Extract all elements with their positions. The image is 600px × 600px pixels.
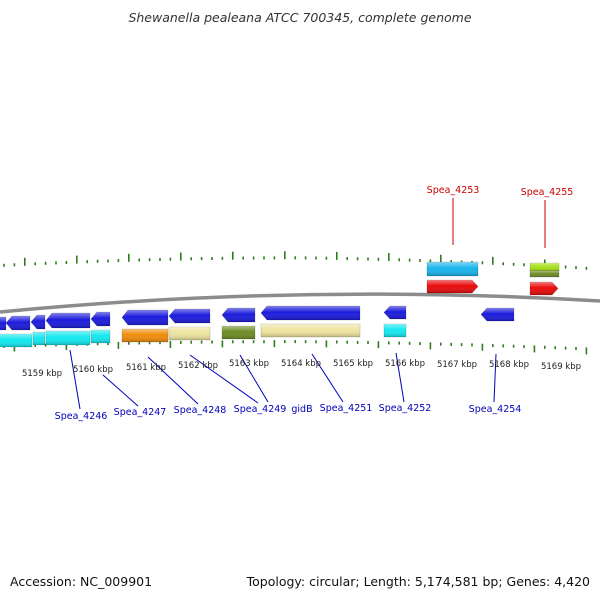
cds-reverse-4-shade xyxy=(91,312,110,326)
cds-cog-1 xyxy=(32,331,46,346)
label-connector xyxy=(493,353,497,403)
gene-label-spea-4254[interactable]: Spea_4254 xyxy=(469,404,522,415)
label-connector xyxy=(395,352,405,403)
gene-label-spea-4251[interactable]: Spea_4251 xyxy=(320,403,373,414)
cds-reverse-2-shade xyxy=(31,315,45,329)
cds-reverse-8-shade xyxy=(261,306,360,320)
scale-label: 5164 kbp xyxy=(281,359,321,369)
cds-cog-6-shade xyxy=(222,326,255,339)
label-connector xyxy=(189,354,259,404)
scale-label: 5168 kbp xyxy=(489,360,529,370)
label-connector xyxy=(69,349,81,410)
gene-label-spea-4246[interactable]: Spea_4246 xyxy=(55,411,108,422)
cds-reverse-1-shade xyxy=(6,316,30,330)
gene-label-gidb[interactable]: gidB xyxy=(291,404,312,415)
gene-label-spea-4248[interactable]: Spea_4248 xyxy=(174,405,227,416)
cds-reverse-0-shade xyxy=(0,317,6,330)
cds-reverse-8 xyxy=(260,305,361,321)
gene-label-spea-4247[interactable]: Spea_4247 xyxy=(114,407,167,418)
cds-reverse-7-shade xyxy=(222,308,255,322)
scale-labels: 5159 kbp 5160 kbp 5161 kbp 5162 kbp 5163… xyxy=(22,359,581,379)
cds-reverse-2 xyxy=(30,314,46,330)
cds-forward-1-shade xyxy=(530,282,558,295)
cds-reverse-9-shade xyxy=(384,306,406,319)
cds-reverse-1 xyxy=(5,315,31,331)
feature-track xyxy=(0,261,560,348)
cds-forward-cog-0-shade xyxy=(427,262,478,276)
gene-label-spea-4253[interactable]: Spea_4253 xyxy=(427,185,480,196)
reverse-gene-labels: Spea_4246 Spea_4247 Spea_4248 Spea_4249 … xyxy=(55,403,522,422)
forward-gene-labels: Spea_4253 Spea_4255 xyxy=(427,185,574,198)
cds-forward-cog-0 xyxy=(426,261,479,277)
scale-label: 5160 kbp xyxy=(73,365,113,375)
cds-reverse-10-shade xyxy=(481,308,514,321)
cds-cog-5-shade xyxy=(169,327,210,340)
cds-cog-6 xyxy=(221,325,256,340)
gene-label-spea-4255[interactable]: Spea_4255 xyxy=(521,187,574,198)
scale-label: 5166 kbp xyxy=(385,359,425,369)
scale-label: 5167 kbp xyxy=(437,360,477,370)
cds-cog-1-shade xyxy=(33,332,45,345)
cds-reverse-3-shade xyxy=(46,313,90,328)
cds-forward-cog-1b xyxy=(529,270,560,278)
label-connector xyxy=(102,374,139,407)
cds-forward-0 xyxy=(426,279,479,294)
cds-reverse-3 xyxy=(45,312,91,329)
cds-forward-cog-1b-shade xyxy=(530,271,559,277)
cds-cog-4 xyxy=(121,328,169,343)
label-connector xyxy=(239,354,269,403)
genome-summary-text: Topology: circular; Length: 5,174,581 bp… xyxy=(246,574,590,589)
scale-label: 5161 kbp xyxy=(126,363,166,373)
cds-reverse-7 xyxy=(221,307,256,323)
scale-label: 5165 kbp xyxy=(333,359,373,369)
cds-reverse-10 xyxy=(480,307,515,322)
cds-reverse-6 xyxy=(168,308,211,324)
cds-cog-7 xyxy=(260,323,361,338)
map-title: Shewanella pealeana ATCC 700345, complet… xyxy=(128,10,471,25)
gene-label-spea-4252[interactable]: Spea_4252 xyxy=(379,403,432,414)
cds-forward-0-shade xyxy=(427,280,478,293)
cds-cog-2-shade xyxy=(46,331,90,345)
outer-tick-ring xyxy=(3,251,588,270)
cds-cog-3 xyxy=(90,329,111,344)
cds-reverse-9 xyxy=(383,305,407,320)
cds-reverse-6-shade xyxy=(169,309,210,323)
scale-label: 5169 kbp xyxy=(541,362,581,372)
label-connector xyxy=(147,356,199,405)
cds-forward-1 xyxy=(529,281,559,296)
gene-label-spea-4249[interactable]: Spea_4249 xyxy=(234,404,287,415)
cds-reverse-5 xyxy=(121,309,169,326)
cds-forward-cog-1a xyxy=(529,262,560,272)
cds-cog-3-shade xyxy=(91,330,110,343)
cds-cog-4-shade xyxy=(122,329,168,342)
cds-cog-5 xyxy=(168,326,211,341)
cds-reverse-0 xyxy=(0,316,7,331)
accession-text: Accession: NC_009901 xyxy=(10,574,152,589)
cds-cog-2 xyxy=(45,330,91,346)
cds-reverse-4 xyxy=(90,311,111,327)
scale-label: 5159 kbp xyxy=(22,369,62,379)
cds-cog-8 xyxy=(383,323,407,338)
cds-reverse-5-shade xyxy=(122,310,168,325)
genome-backbone xyxy=(0,292,600,314)
label-connectors xyxy=(69,198,546,410)
label-connector xyxy=(311,353,344,403)
cds-cog-7-shade xyxy=(261,324,360,337)
cds-cog-0-shade xyxy=(0,334,32,347)
cds-cog-8-shade xyxy=(384,324,406,337)
scale-label: 5163 kbp xyxy=(229,359,269,369)
cds-forward-cog-1a-shade xyxy=(530,263,559,271)
cds-cog-0 xyxy=(0,333,33,348)
scale-label: 5162 kbp xyxy=(178,361,218,371)
